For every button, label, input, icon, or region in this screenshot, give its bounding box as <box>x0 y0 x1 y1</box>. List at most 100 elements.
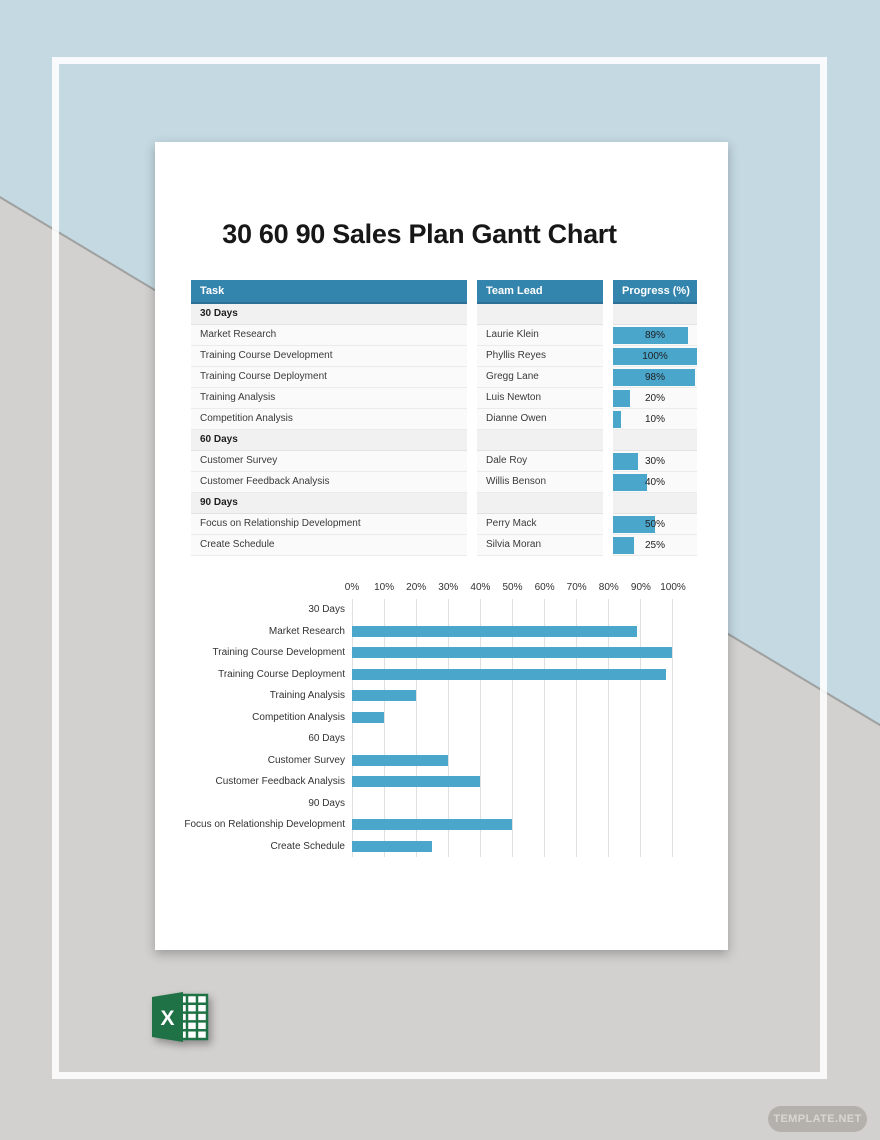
progress-label: 10% <box>644 414 665 425</box>
progress-cell: 10% <box>613 409 697 430</box>
progress-label: 100% <box>642 351 668 362</box>
progress-bar <box>613 327 688 344</box>
chart-category-label: 60 Days <box>308 733 345 744</box>
x-tick-label: 90% <box>630 582 651 593</box>
progress-bar <box>613 516 655 533</box>
section-label: 30 Days <box>191 304 467 325</box>
excel-file-icon: X <box>152 991 210 1043</box>
chart-category-label: Market Research <box>268 625 345 637</box>
task-cell: Training Course Development <box>191 346 467 367</box>
lead-cell <box>477 430 603 451</box>
task-cell: Training Analysis <box>191 388 467 409</box>
document-page: 30 60 90 Sales Plan Gantt Chart Task Tea… <box>155 142 728 950</box>
progress-label: 98% <box>644 372 665 383</box>
progress-cell: 100% <box>613 346 697 367</box>
lead-cell: Luis Newton <box>477 388 603 409</box>
task-cell: Training Course Deployment <box>191 367 467 388</box>
chart-row <box>352 642 672 664</box>
chart-row <box>352 685 672 707</box>
table-row: Training Course Development Phyllis Reye… <box>191 346 697 367</box>
x-tick-label: 20% <box>406 582 427 593</box>
chart-bar <box>352 776 480 788</box>
chart-category-label: Customer Feedback Analysis <box>215 776 345 787</box>
table-row: Market Research Laurie Klein 89% <box>191 325 697 346</box>
lead-cell: Dianne Owen <box>477 409 603 430</box>
table-row: Customer Survey Dale Roy 30% <box>191 451 697 472</box>
x-tick-label: 80% <box>598 582 619 593</box>
lead-cell <box>477 493 603 514</box>
progress-cell <box>613 304 697 325</box>
template-net-watermark: TEMPLATE.NET <box>768 1106 867 1132</box>
chart-plot-area <box>352 599 673 857</box>
progress-bar <box>613 453 639 470</box>
progress-cell: 40% <box>613 472 697 493</box>
progress-bar <box>613 348 697 365</box>
chart-category-label: Create Schedule <box>270 840 346 852</box>
lead-cell: Dale Roy <box>477 451 603 472</box>
chart-bar <box>352 625 637 637</box>
progress-label: 30% <box>644 456 665 467</box>
progress-cell: 30% <box>613 451 697 472</box>
table-section-row: 60 Days <box>191 430 697 451</box>
chart-row <box>352 621 672 643</box>
chart-row <box>352 793 672 815</box>
progress-cell: 98% <box>613 367 697 388</box>
progress-cell: 25% <box>613 535 697 556</box>
chart-category-label: Focus on Relationship Development <box>184 819 345 830</box>
table-header-row: Task Team Lead Progress (%) <box>191 280 697 304</box>
lead-cell: Willis Benson <box>477 472 603 493</box>
progress-bar <box>613 537 634 554</box>
progress-cell <box>613 430 697 451</box>
chart-bar <box>352 840 432 852</box>
chart-category-label: Competition Analysis <box>252 711 345 723</box>
progress-label: 50% <box>644 519 665 530</box>
x-tick-label: 40% <box>470 582 491 593</box>
table-row: Focus on Relationship Development Perry … <box>191 514 697 535</box>
decorative-frame <box>52 57 827 1079</box>
lead-cell: Perry Mack <box>477 514 603 535</box>
chart-row <box>352 707 672 729</box>
x-tick-label: 10% <box>374 582 395 593</box>
lead-cell <box>477 304 603 325</box>
task-cell: Market Research <box>191 325 467 346</box>
chart-row <box>352 836 672 858</box>
x-tick-label: 70% <box>566 582 587 593</box>
progress-cell: 20% <box>613 388 697 409</box>
excel-icon-graphic: X <box>152 992 209 1042</box>
table-row: Training Course Deployment Gregg Lane 98… <box>191 367 697 388</box>
x-tick-label: 30% <box>438 582 459 593</box>
progress-cell: 50% <box>613 514 697 535</box>
column-header-task: Task <box>191 280 467 304</box>
gantt-table: Task Team Lead Progress (%) 30 Days Mark… <box>191 280 697 556</box>
x-tick-label: 0% <box>344 582 360 593</box>
progress-bar <box>613 411 622 428</box>
chart-bar <box>352 647 672 659</box>
chart-x-axis: 0% 10% 20% 30% 40% 50% 60% 70% 80% 90% 1… <box>345 580 686 595</box>
progress-label: 25% <box>644 540 665 551</box>
table-row: Competition Analysis Dianne Owen 10% <box>191 409 697 430</box>
column-header-team-lead: Team Lead <box>477 280 603 304</box>
page-title: 30 60 90 Sales Plan Gantt Chart <box>222 219 617 249</box>
progress-cell <box>613 493 697 514</box>
progress-label: 89% <box>644 330 665 341</box>
lead-cell: Silvia Moran <box>477 535 603 556</box>
lead-cell: Laurie Klein <box>477 325 603 346</box>
progress-bar <box>613 369 696 386</box>
chart-row <box>352 599 672 621</box>
chart-row <box>352 664 672 686</box>
chart-category-labels: 30 Days Market Research Training Course … <box>155 599 350 857</box>
task-cell: Competition Analysis <box>191 409 467 430</box>
chart-row <box>352 728 672 750</box>
chart-row <box>352 771 672 793</box>
x-tick-label: 60% <box>534 582 555 593</box>
excel-x-letter: X <box>160 1007 174 1030</box>
chart-category-label: Customer Survey <box>267 754 345 766</box>
chart-bar <box>352 754 448 766</box>
chart-category-label: 30 Days <box>308 604 345 615</box>
chart-category-label: Training Course Development <box>212 647 345 658</box>
chart-category-label: Training Course Deployment <box>218 668 345 680</box>
lead-cell: Phyllis Reyes <box>477 346 603 367</box>
chart-bar <box>352 819 512 831</box>
progress-bar <box>613 390 630 407</box>
